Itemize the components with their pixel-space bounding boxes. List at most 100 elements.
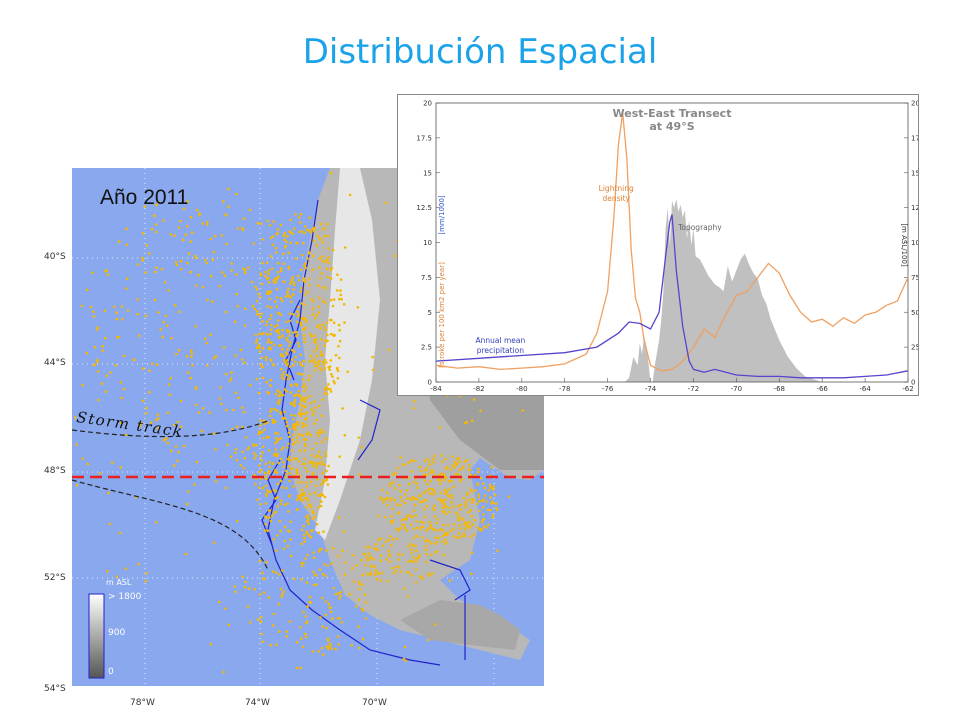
lightning-point: [393, 498, 397, 502]
lightning-point: [444, 457, 447, 461]
lightning-point: [284, 295, 288, 298]
lightning-point: [424, 560, 428, 564]
lightning-point: [489, 496, 492, 499]
lightning-point: [444, 498, 448, 502]
lightning-point: [295, 640, 299, 644]
lightning-point: [326, 222, 329, 226]
lightning-point: [137, 563, 140, 566]
lightning-point: [234, 451, 237, 455]
lightning-point: [264, 523, 268, 526]
lightning-point: [339, 594, 342, 597]
lightning-point: [186, 200, 189, 203]
lightning-point: [313, 573, 317, 577]
lightning-point: [452, 485, 456, 489]
lightning-point: [263, 471, 267, 475]
lightning-point: [321, 625, 325, 628]
lightning-point: [260, 468, 263, 472]
lightning-point: [281, 373, 284, 377]
lightning-point: [125, 227, 128, 230]
lightning-point: [293, 441, 297, 445]
lightning-point: [281, 446, 285, 449]
lightning-point: [288, 455, 291, 459]
lightning-point: [301, 434, 305, 438]
lightning-point: [300, 302, 304, 305]
lightning-point: [407, 482, 411, 486]
lightning-point: [482, 482, 485, 485]
lightning-point: [431, 527, 435, 531]
lightning-point: [365, 555, 368, 559]
lightning-point: [450, 501, 454, 504]
lightning-point: [268, 224, 272, 227]
lightning-point: [261, 571, 264, 575]
lightning-point: [394, 487, 397, 490]
lightning-point: [324, 600, 328, 603]
lightning-point: [296, 508, 299, 511]
lightning-point: [403, 523, 406, 527]
lightning-point: [153, 214, 156, 217]
lightning-point: [435, 522, 439, 525]
lightning-point: [321, 398, 324, 401]
lightning-point: [279, 437, 283, 440]
lightning-point: [209, 643, 213, 646]
lightning-point: [425, 544, 428, 548]
lightning-point: [477, 496, 481, 499]
lightning-point: [337, 643, 341, 646]
lightning-point: [443, 533, 446, 537]
lightning-point: [288, 620, 292, 623]
lightning-point: [286, 348, 289, 351]
lightning-point: [190, 352, 194, 355]
lightning-point: [441, 506, 444, 510]
lightning-point: [296, 241, 299, 245]
lightning-point: [273, 454, 276, 457]
lightning-point: [122, 354, 126, 358]
lightning-point: [324, 451, 328, 455]
lightning-point: [303, 400, 307, 404]
lightning-point: [304, 635, 308, 639]
lightning-point: [479, 409, 482, 413]
lightning-point: [427, 539, 431, 543]
lightning-point: [276, 409, 279, 412]
lightning-point: [337, 591, 340, 595]
lightning-point: [301, 253, 304, 257]
storm-track-upper: [71, 419, 271, 438]
lightning-point: [338, 328, 342, 332]
lightning-point: [325, 454, 328, 458]
lightning-point: [182, 207, 186, 211]
lightning-point: [329, 277, 333, 280]
lightning-point: [470, 419, 474, 423]
lightning-point: [265, 320, 269, 324]
lightning-point: [283, 388, 287, 391]
lightning-point: [482, 525, 486, 528]
lightning-point: [311, 307, 315, 310]
lightning-point: [260, 282, 264, 286]
lightning-point: [428, 487, 431, 491]
lightning-point: [294, 213, 297, 216]
lightning-point: [312, 511, 315, 515]
year-label: Año 2011: [100, 186, 189, 209]
lightning-point: [269, 519, 273, 523]
lightning-point: [258, 295, 262, 299]
lightning-point: [386, 579, 389, 583]
lightning-point: [482, 513, 485, 516]
lightning-point: [167, 289, 170, 292]
lightning-point: [213, 541, 216, 544]
x-tick-label: -78: [559, 385, 570, 393]
lightning-point: [232, 408, 235, 412]
lightning-point: [309, 480, 313, 484]
lightning-point: [470, 490, 474, 493]
lightning-point: [302, 561, 306, 565]
lightning-point: [304, 386, 308, 389]
lightning-point: [322, 479, 325, 482]
lightning-point: [97, 398, 100, 402]
lightning-point: [256, 221, 260, 225]
lightning-point: [300, 480, 304, 484]
lightning-point: [314, 364, 317, 368]
lightning-point: [403, 587, 406, 590]
lightning-point: [438, 426, 441, 429]
lightning-point: [494, 502, 498, 505]
lightning-point: [274, 510, 278, 513]
lightning-point: [305, 621, 308, 625]
lightning-point: [319, 431, 322, 435]
lightning-point: [325, 469, 328, 473]
lightning-point: [93, 346, 97, 349]
